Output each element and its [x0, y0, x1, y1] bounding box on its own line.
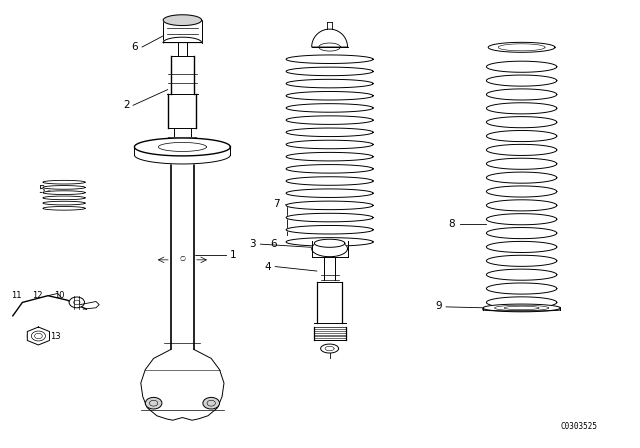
Text: 3: 3 [250, 239, 256, 249]
Polygon shape [486, 144, 557, 155]
Text: 7: 7 [273, 199, 280, 209]
Polygon shape [486, 158, 557, 169]
Polygon shape [286, 91, 373, 100]
Polygon shape [486, 241, 557, 253]
Polygon shape [286, 152, 373, 161]
Polygon shape [168, 137, 196, 145]
Polygon shape [486, 214, 557, 225]
Polygon shape [171, 164, 194, 349]
Polygon shape [314, 239, 345, 247]
Polygon shape [43, 196, 85, 200]
Polygon shape [163, 37, 202, 43]
Polygon shape [286, 189, 373, 198]
Polygon shape [486, 269, 557, 280]
Polygon shape [286, 103, 373, 112]
Polygon shape [163, 20, 202, 43]
Text: C0303525: C0303525 [561, 422, 598, 431]
Polygon shape [486, 255, 557, 267]
Polygon shape [43, 201, 85, 205]
Text: 8: 8 [449, 219, 455, 229]
Polygon shape [286, 55, 373, 64]
Polygon shape [286, 177, 373, 185]
Circle shape [145, 397, 162, 409]
Polygon shape [486, 116, 557, 128]
Text: 1: 1 [230, 250, 237, 260]
Text: 10: 10 [54, 291, 64, 300]
Polygon shape [134, 138, 230, 156]
Polygon shape [312, 241, 348, 257]
Polygon shape [134, 155, 230, 164]
Polygon shape [286, 140, 373, 149]
Polygon shape [43, 185, 85, 189]
Polygon shape [314, 327, 346, 340]
Polygon shape [486, 297, 557, 308]
Polygon shape [486, 130, 557, 142]
Polygon shape [486, 89, 557, 100]
Polygon shape [486, 75, 557, 86]
Polygon shape [321, 344, 339, 353]
Polygon shape [286, 213, 373, 222]
Text: 6: 6 [271, 239, 277, 249]
Text: 5: 5 [38, 185, 45, 195]
Polygon shape [483, 304, 561, 312]
Polygon shape [486, 200, 557, 211]
Polygon shape [168, 94, 196, 128]
Text: 11: 11 [12, 291, 22, 300]
Text: 6: 6 [131, 42, 138, 52]
Polygon shape [286, 116, 373, 125]
Polygon shape [178, 43, 187, 56]
Polygon shape [286, 79, 373, 88]
Polygon shape [174, 128, 191, 137]
Polygon shape [43, 207, 85, 210]
Polygon shape [486, 186, 557, 197]
Text: $\varnothing$: $\varnothing$ [179, 253, 186, 263]
Polygon shape [317, 282, 342, 323]
Polygon shape [488, 42, 555, 52]
Polygon shape [171, 56, 194, 94]
Polygon shape [324, 257, 335, 280]
Polygon shape [163, 15, 202, 26]
Polygon shape [286, 201, 373, 210]
Polygon shape [43, 181, 85, 184]
Text: 4: 4 [264, 262, 271, 271]
Polygon shape [486, 172, 557, 183]
Polygon shape [486, 103, 557, 114]
Polygon shape [286, 164, 373, 173]
Text: 12: 12 [32, 291, 42, 300]
Polygon shape [486, 228, 557, 239]
Polygon shape [486, 283, 557, 294]
Circle shape [69, 297, 84, 308]
Circle shape [203, 397, 220, 409]
Polygon shape [28, 327, 49, 345]
Polygon shape [141, 349, 224, 420]
Polygon shape [286, 128, 373, 137]
Polygon shape [286, 67, 373, 76]
Polygon shape [483, 308, 561, 311]
Text: 9: 9 [435, 301, 442, 310]
Polygon shape [486, 61, 557, 72]
Polygon shape [286, 225, 373, 234]
Polygon shape [312, 29, 348, 47]
Polygon shape [286, 237, 373, 246]
Text: 2: 2 [124, 100, 130, 110]
Polygon shape [43, 191, 85, 194]
Text: 13: 13 [51, 332, 61, 341]
